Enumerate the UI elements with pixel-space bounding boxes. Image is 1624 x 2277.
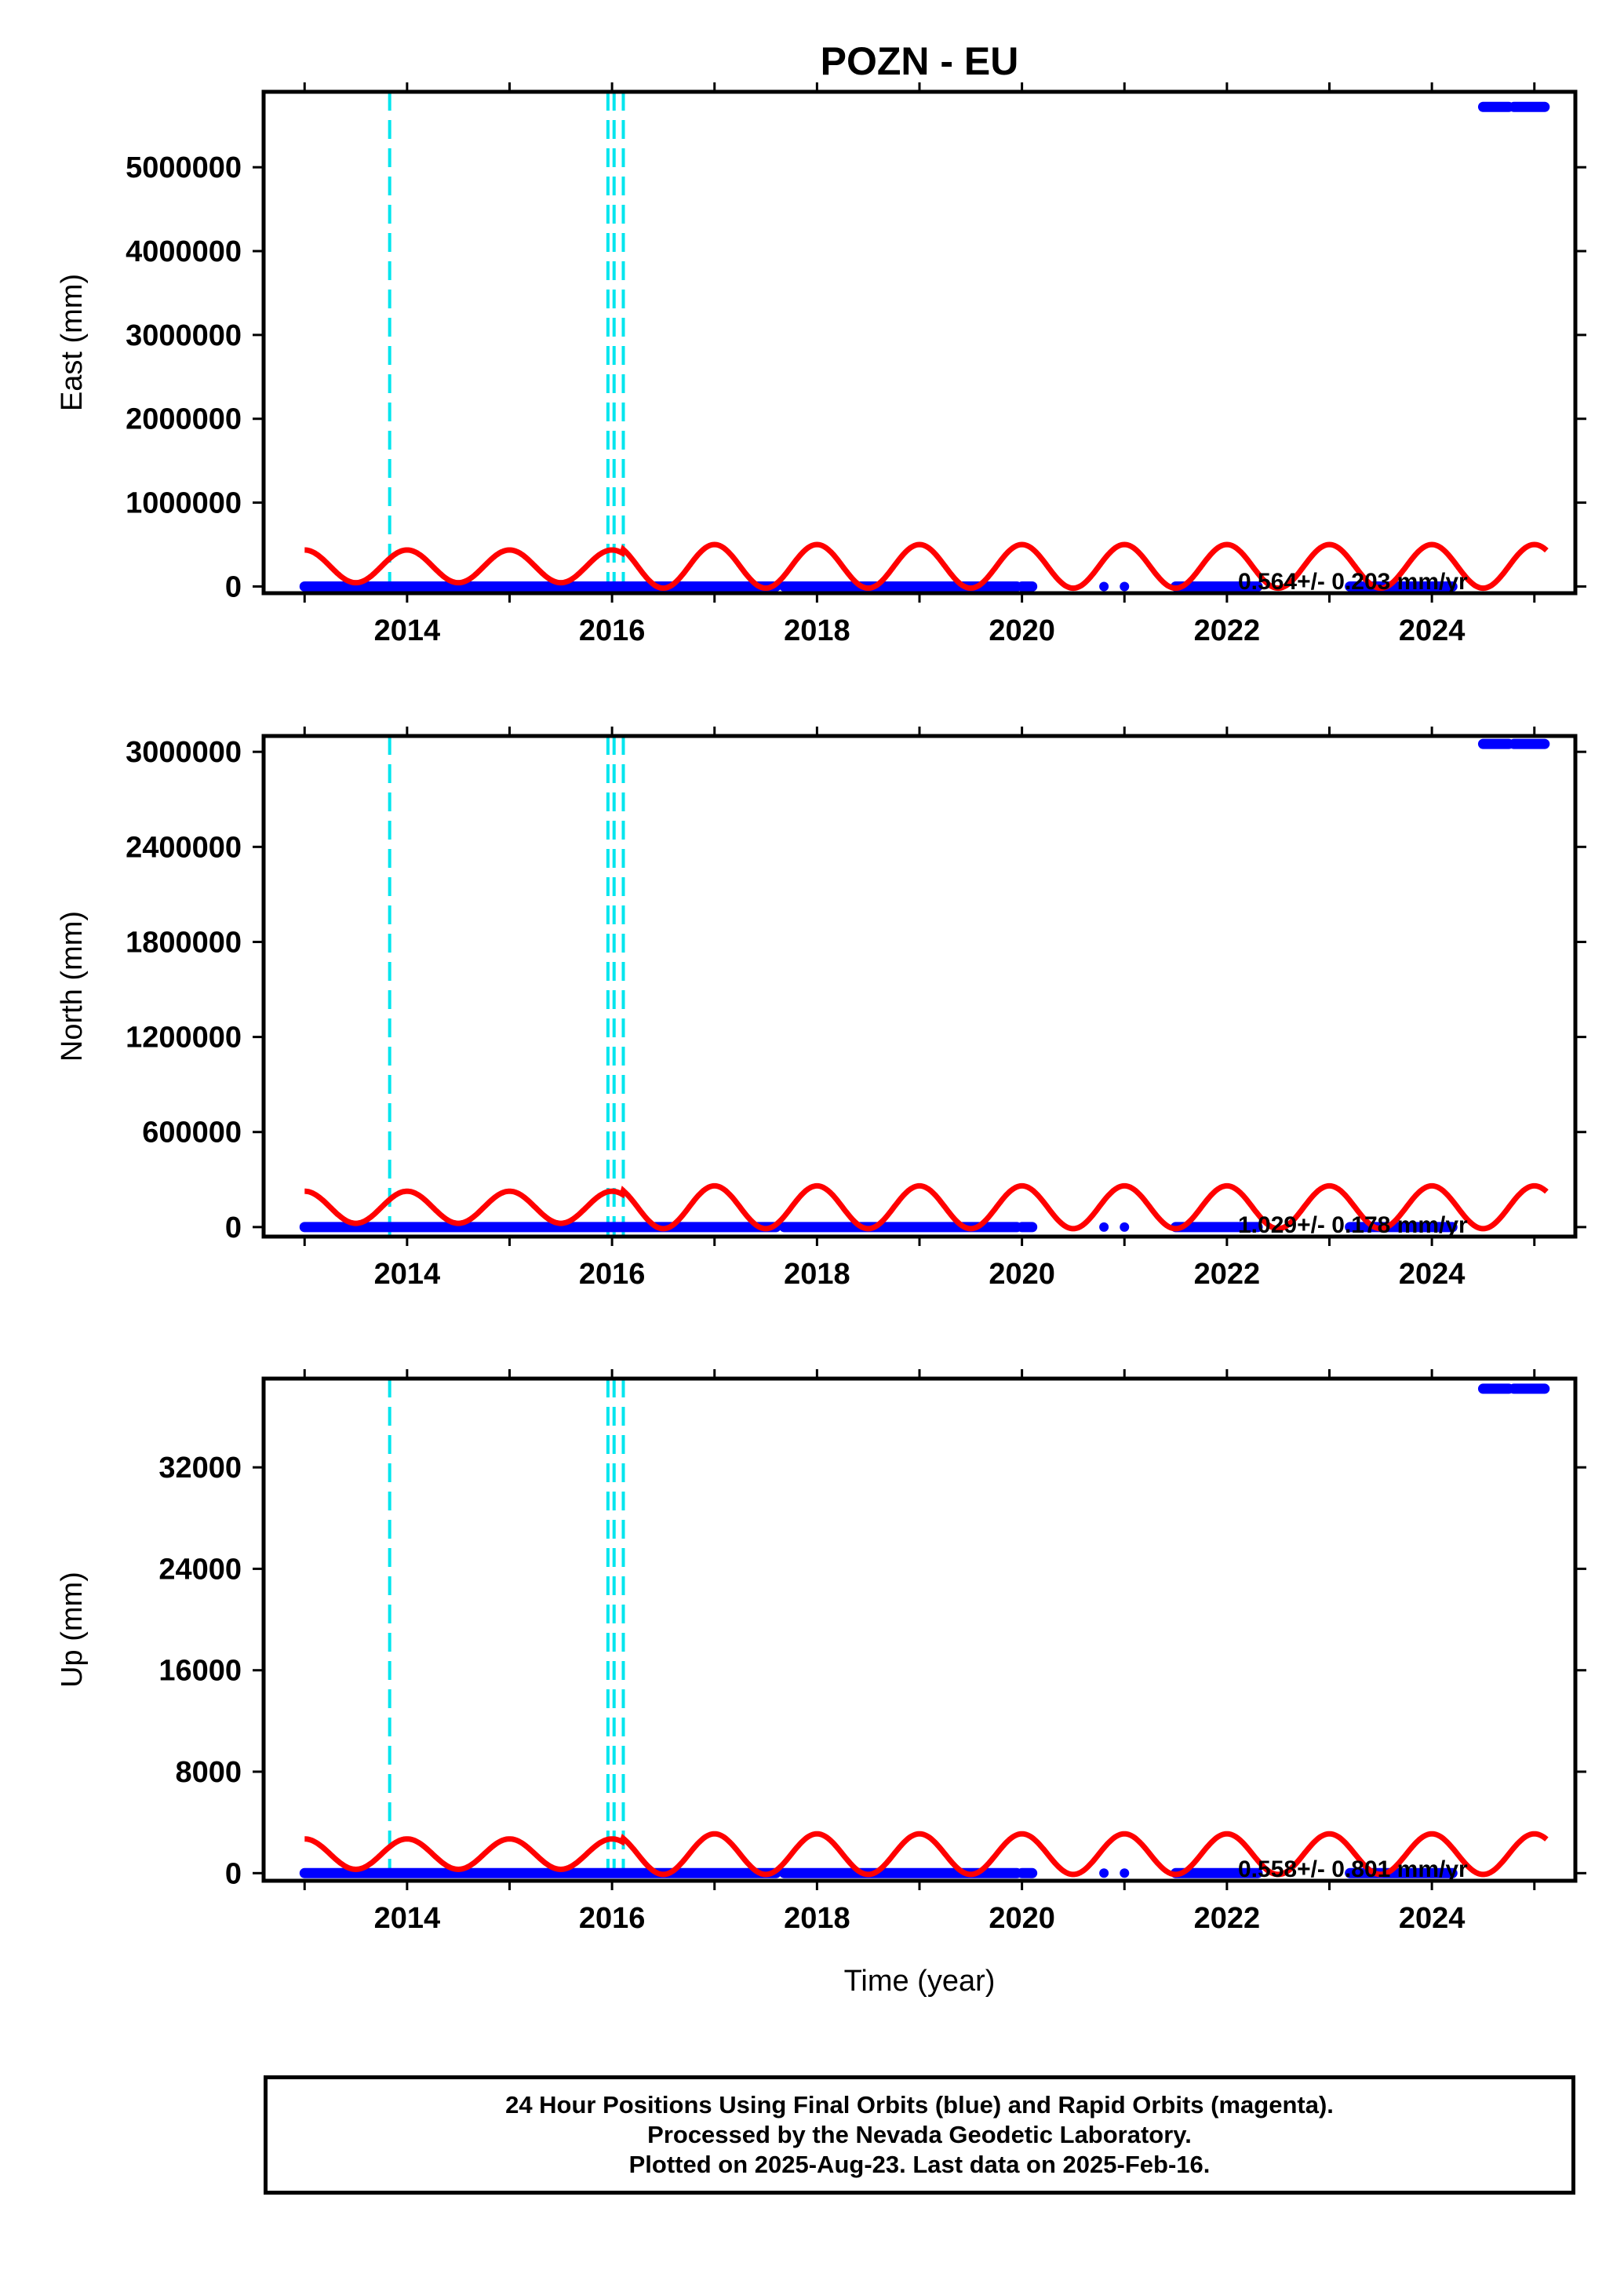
figure-title: POZN - EU [821,39,1019,83]
x-tick-label: 2016 [579,1902,646,1935]
x-tick-label: 2016 [579,614,646,647]
y-tick-label: 0 [225,1211,242,1244]
east-panel: 2014 2016 2018 2020 2022 2024 0 1000000 2000000 3… [56,82,1586,647]
plot-frame [261,1376,1578,1883]
position-point [1120,1222,1130,1232]
plot-frame [261,89,1578,596]
velocity-label: 1.029+/- 0.178 mm/yr [1238,1212,1468,1238]
x-tick-label: 2014 [374,1258,441,1291]
position-point [1120,1868,1130,1878]
y-tick-label: 24000 [158,1553,242,1586]
y-tick-label: 0 [225,1857,242,1890]
x-tick-label: 2024 [1399,614,1466,647]
velocity-label: 0.564+/- 0.203 mm/yr [1238,569,1468,595]
caption-line-3: Plotted on 2025-Aug-23. Last data on 202… [628,2151,1211,2178]
y-axis-title: North (mm) [56,911,89,1062]
y-tick-label: 600000 [142,1117,242,1149]
model-curve [304,541,1549,592]
y-tick-label: 5000000 [126,151,242,184]
x-tick-label: 2022 [1194,614,1261,647]
y-tick-label: 2400000 [126,831,242,864]
model-curve [304,1182,1549,1232]
north-panel: 2014 2016 2018 2020 2022 2024 0 600000 1200000 18… [56,727,1586,1291]
x-tick-label: 2018 [784,1258,850,1291]
y-tick-label: 1800000 [126,926,242,959]
x-tick-label: 2020 [989,1902,1055,1935]
x-tick-label: 2020 [989,1258,1055,1291]
x-tick-label: 2024 [1399,1902,1466,1935]
y-tick-label: 3000000 [126,736,242,769]
y-tick-label: 1000000 [126,487,242,520]
y-tick-label: 4000000 [126,235,242,268]
x-tick-label: 2022 [1194,1902,1261,1935]
up-panel: 2014 2016 2018 2020 2022 2024 0 8000 16000 24000 3… [56,1369,1586,1935]
y-axis-title: East (mm) [56,274,89,411]
position-point [1099,581,1109,592]
y-tick-label: 8000 [175,1756,242,1789]
y-axis-title: Up (mm) [56,1572,89,1688]
y-tick-label: 3000000 [126,319,242,352]
x-tick-label: 2016 [579,1258,646,1291]
caption-box: 24 Hour Positions Using Final Orbits (bl… [264,2075,1575,2195]
velocity-label: 0.558+/- 0.801 mm/yr [1238,1856,1468,1882]
x-tick-label: 2014 [374,1902,441,1935]
position-point [1099,1222,1109,1232]
caption-line-2: Processed by the Nevada Geodetic Laborat… [647,2121,1192,2148]
caption-line-1: 24 Hour Positions Using Final Orbits (bl… [505,2091,1334,2119]
y-tick-label: 16000 [158,1655,242,1688]
y-tick-label: 1200000 [126,1022,242,1055]
x-tick-label: 2024 [1399,1258,1466,1291]
y-tick-label: 0 [225,570,242,603]
plot-frame [261,734,1578,1239]
x-tick-label: 2020 [989,614,1055,647]
y-tick-label: 2000000 [126,403,242,436]
x-tick-label: 2014 [374,614,441,647]
x-tick-label: 2018 [784,1902,850,1935]
model-curve [304,1831,1549,1878]
position-point [1099,1868,1109,1878]
position-point [1120,581,1130,592]
x-tick-label: 2018 [784,614,850,647]
x-tick-label: 2022 [1194,1258,1261,1291]
x-axis-title: Time (year) [844,1965,996,1998]
y-tick-label: 32000 [158,1452,242,1485]
